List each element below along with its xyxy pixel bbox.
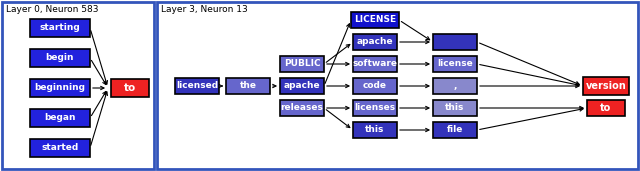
FancyBboxPatch shape	[226, 78, 270, 94]
FancyBboxPatch shape	[351, 12, 399, 28]
Text: releases: releases	[280, 103, 323, 113]
Text: file: file	[447, 126, 463, 135]
Text: the: the	[239, 82, 257, 90]
FancyBboxPatch shape	[353, 100, 397, 116]
FancyBboxPatch shape	[353, 122, 397, 138]
Text: ,: ,	[453, 82, 457, 90]
Text: licensed: licensed	[176, 82, 218, 90]
FancyBboxPatch shape	[353, 56, 397, 72]
FancyBboxPatch shape	[30, 79, 90, 97]
Text: apache: apache	[284, 82, 320, 90]
Text: to: to	[600, 103, 612, 113]
Text: apache: apache	[356, 37, 394, 47]
Text: Layer 3, Neuron 13: Layer 3, Neuron 13	[161, 5, 248, 15]
FancyBboxPatch shape	[30, 139, 90, 157]
Text: beginning: beginning	[35, 83, 86, 93]
FancyBboxPatch shape	[157, 2, 638, 169]
Text: code: code	[363, 82, 387, 90]
Text: version: version	[586, 81, 627, 91]
Text: software: software	[353, 60, 397, 69]
Text: LICENSE: LICENSE	[354, 16, 396, 24]
Text: licenses: licenses	[355, 103, 396, 113]
FancyBboxPatch shape	[30, 19, 90, 37]
FancyBboxPatch shape	[353, 34, 397, 50]
Text: license: license	[437, 60, 473, 69]
Text: this: this	[365, 126, 385, 135]
FancyBboxPatch shape	[175, 78, 219, 94]
Text: starting: starting	[40, 23, 81, 32]
FancyBboxPatch shape	[280, 78, 324, 94]
Text: began: began	[44, 114, 76, 122]
FancyBboxPatch shape	[2, 2, 154, 169]
Text: PUBLIC: PUBLIC	[284, 60, 320, 69]
FancyBboxPatch shape	[353, 78, 397, 94]
Text: started: started	[42, 143, 79, 153]
FancyBboxPatch shape	[280, 56, 324, 72]
FancyBboxPatch shape	[433, 122, 477, 138]
Text: Layer 0, Neuron 583: Layer 0, Neuron 583	[6, 5, 99, 15]
Text: to: to	[124, 83, 136, 93]
FancyBboxPatch shape	[583, 77, 629, 95]
FancyBboxPatch shape	[30, 49, 90, 67]
FancyBboxPatch shape	[111, 79, 149, 97]
FancyBboxPatch shape	[433, 34, 477, 50]
FancyBboxPatch shape	[433, 56, 477, 72]
FancyBboxPatch shape	[433, 100, 477, 116]
FancyBboxPatch shape	[587, 100, 625, 116]
Text: this: this	[445, 103, 465, 113]
FancyBboxPatch shape	[30, 109, 90, 127]
Text: begin: begin	[45, 54, 74, 62]
FancyBboxPatch shape	[280, 100, 324, 116]
FancyBboxPatch shape	[433, 78, 477, 94]
